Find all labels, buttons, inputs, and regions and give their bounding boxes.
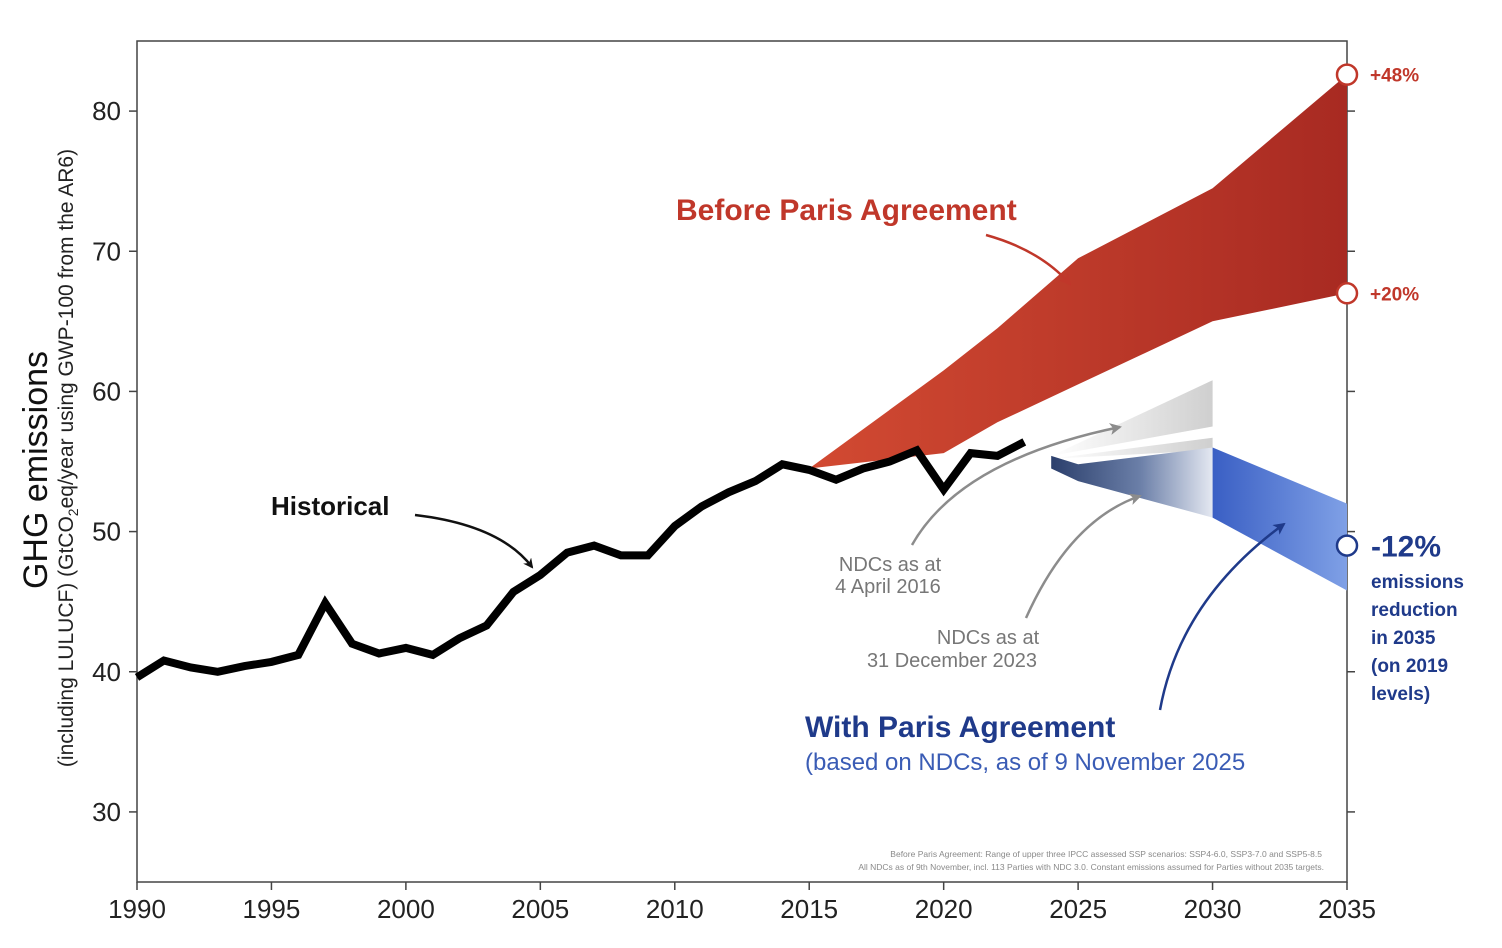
with-paris-arrow: [1158, 522, 1286, 711]
end-marker-1: [1335, 282, 1359, 305]
reduction-line-1: emissions: [1371, 572, 1464, 593]
footnote-line-1: Before Paris Agreement: Range of upper t…: [890, 849, 1322, 859]
y-tick-label-50: 50: [92, 517, 121, 547]
ndc-2023-arrow: [1024, 493, 1142, 619]
x-tick-label-1990: 1990: [108, 894, 166, 924]
before-paris-arrow: [985, 233, 1072, 286]
footnote-line-2: All NDCs as of 9th November, incl. 113 P…: [858, 862, 1324, 872]
historical-label: Historical: [271, 491, 390, 521]
historical-arrow: [414, 513, 534, 569]
end-markers: +48% +20% -12%: [1335, 63, 1441, 564]
x-tick-label-2005: 2005: [511, 894, 569, 924]
band-ndc-2016: [1051, 380, 1213, 456]
end-marker-label-1: +20%: [1370, 284, 1419, 305]
reduction-line-5: levels): [1371, 684, 1430, 705]
y-tick-label-60: 60: [92, 376, 121, 406]
historical-line: [134, 438, 1027, 681]
projection-bands: [809, 74, 1347, 591]
band-with-paris-2030-2035: [1212, 447, 1347, 591]
with-paris-label: With Paris Agreement: [805, 711, 1115, 744]
end-marker-2: [1335, 534, 1359, 557]
band-ndc-2023: [1051, 437, 1213, 459]
y-tick-label-40: 40: [92, 657, 121, 687]
with-paris-sublabel: (based on NDCs, as of 9 November 2025: [805, 749, 1245, 776]
x-axis: 1990 1995 2000 2005 2010 2015 2020 2025 2030 2035: [108, 882, 1376, 924]
reduction-line-2: reduction: [1371, 600, 1458, 621]
x-tick-label-2010: 2010: [646, 894, 704, 924]
reduction-line-4: (on 2019: [1371, 656, 1448, 677]
x-tick-label-2025: 2025: [1049, 894, 1107, 924]
reduction-note: emissions reduction in 2035 (on 2019 lev…: [1371, 572, 1464, 705]
band-before-paris: [809, 74, 1347, 469]
y-axis: 30 40 50 60 70 80: [92, 96, 1355, 827]
end-marker-label-2: -12%: [1371, 531, 1441, 564]
band-with-paris-to-2030: [1051, 447, 1213, 518]
ndc-2023-label-line2: 31 December 2023: [867, 650, 1037, 672]
ndc-2016-label-line1: NDCs as at: [839, 554, 942, 576]
ndc-2023-label-line1: NDCs as at: [937, 627, 1040, 649]
y-axis-subtitle: (including LULUCF) (GtCO2eq/year using G…: [55, 149, 81, 767]
ndc-2016-label-line2: 4 April 2016: [835, 576, 941, 598]
historical-series: [134, 438, 1027, 681]
y-tick-label-70: 70: [92, 236, 121, 266]
ndc-2016-arrow: [910, 423, 1122, 546]
x-tick-label-2030: 2030: [1184, 894, 1242, 924]
reduction-line-3: in 2035: [1371, 628, 1436, 649]
end-marker-label-0: +48%: [1370, 66, 1419, 87]
x-tick-label-2015: 2015: [780, 894, 838, 924]
x-tick-label-2020: 2020: [915, 894, 973, 924]
before-paris-label: Before Paris Agreement: [676, 194, 1017, 227]
x-tick-label-2000: 2000: [377, 894, 435, 924]
y-axis-title: GHG emissions: [17, 351, 55, 589]
end-marker-0: [1335, 63, 1359, 86]
plot-frame: [136, 40, 1348, 883]
y-tick-label-80: 80: [92, 96, 121, 126]
y-tick-label-30: 30: [92, 797, 121, 827]
x-tick-label-1995: 1995: [243, 894, 301, 924]
x-tick-label-2035: 2035: [1318, 894, 1376, 924]
